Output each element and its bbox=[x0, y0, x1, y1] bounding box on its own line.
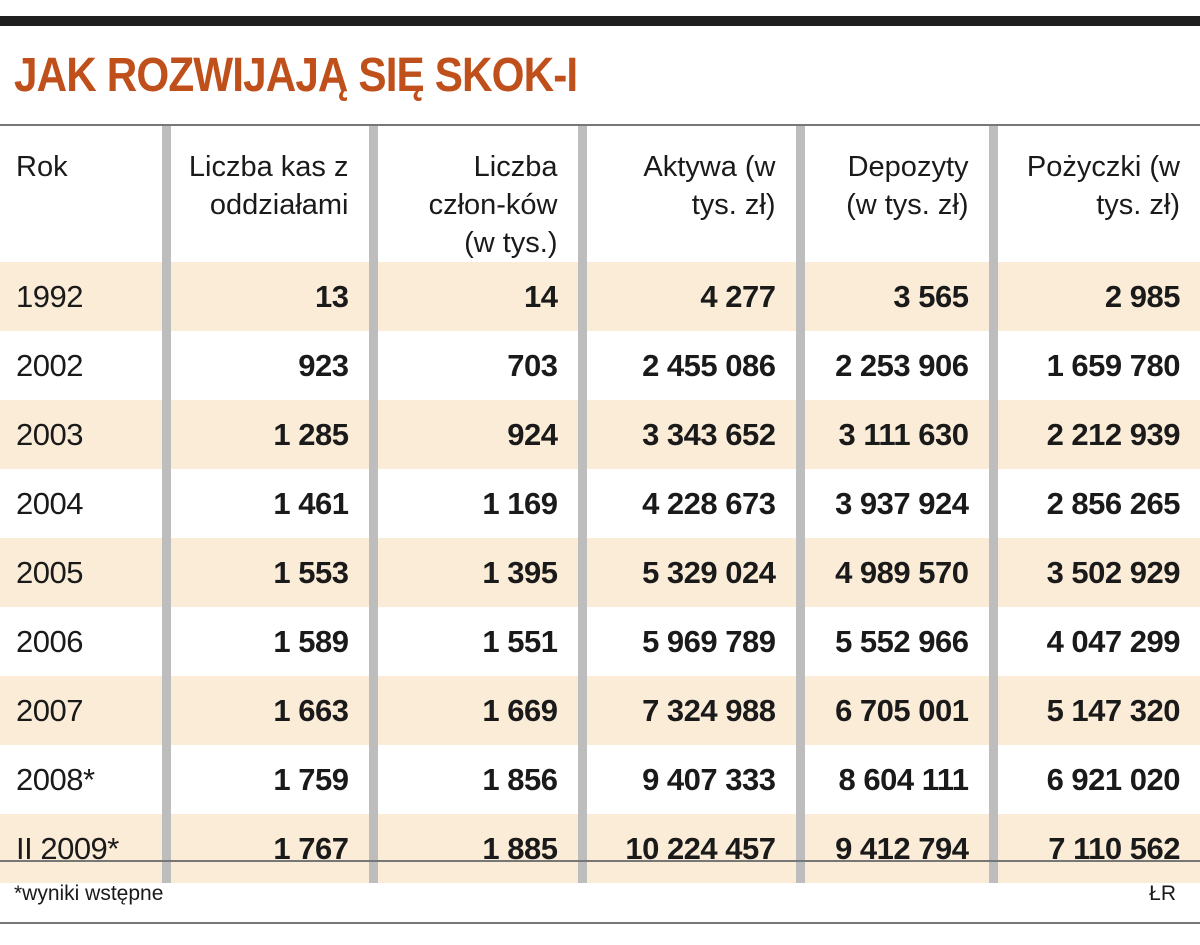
cell-liczba-czlonkow: 1 169 bbox=[368, 469, 582, 538]
header-liczba-kas-label: Liczba kas z oddziałami bbox=[188, 151, 349, 221]
data-table-container: Rok Liczba kas z oddziałami Liczba człon… bbox=[0, 124, 1200, 883]
table-row: 2004 1 461 1 169 4 228 673 3 937 924 2 856 26… bbox=[0, 469, 1200, 538]
cell-depozyty: 3 937 924 bbox=[795, 469, 993, 538]
cell-liczba-czlonkow: 1 885 bbox=[368, 814, 582, 883]
header-aktywa-label: Aktywa (w tys. zł) bbox=[643, 151, 776, 221]
table-row: 1992 13 14 4 277 3 565 2 985 bbox=[0, 262, 1200, 331]
header-pozyczki: Pożyczki (w tys. zł) bbox=[988, 126, 1200, 262]
cell-liczba-czlonkow: 924 bbox=[368, 400, 582, 469]
table-header-row: Rok Liczba kas z oddziałami Liczba człon… bbox=[0, 126, 1200, 262]
table-body: 1992 13 14 4 277 3 565 2 985 2002 923 703 2 455 0… bbox=[0, 262, 1200, 883]
cell-aktywa: 5 329 024 bbox=[577, 538, 800, 607]
cell-liczba-czlonkow: 703 bbox=[368, 331, 582, 400]
table-row: II 2009* 1 767 1 885 10 224 457 9 412 794 7 1… bbox=[0, 814, 1200, 883]
header-liczba-czlonkow-label: Liczba człon-ków (w tys.) bbox=[428, 151, 558, 259]
cell-depozyty: 2 253 906 bbox=[795, 331, 993, 400]
cell-rok: 2005 bbox=[0, 538, 166, 607]
cell-depozyty: 5 552 966 bbox=[795, 607, 993, 676]
cell-rok: 2007 bbox=[0, 676, 166, 745]
cell-depozyty: 9 412 794 bbox=[795, 814, 993, 883]
table-row: 2008* 1 759 1 856 9 407 333 8 604 111 6 921 0… bbox=[0, 745, 1200, 814]
cell-pozyczki: 5 147 320 bbox=[988, 676, 1200, 745]
cell-liczba-kas: 1 663 bbox=[161, 676, 373, 745]
cell-rok: II 2009* bbox=[0, 814, 166, 883]
cell-rok: 2006 bbox=[0, 607, 166, 676]
cell-aktywa: 10 224 457 bbox=[577, 814, 800, 883]
bottom-rule bbox=[0, 922, 1200, 924]
cell-pozyczki: 6 921 020 bbox=[988, 745, 1200, 814]
cell-aktywa: 7 324 988 bbox=[577, 676, 800, 745]
cell-aktywa: 4 277 bbox=[577, 262, 800, 331]
cell-liczba-kas: 923 bbox=[161, 331, 373, 400]
footer-rule bbox=[0, 860, 1200, 862]
cell-liczba-kas: 1 461 bbox=[161, 469, 373, 538]
cell-depozyty: 8 604 111 bbox=[795, 745, 993, 814]
cell-aktywa: 3 343 652 bbox=[577, 400, 800, 469]
cell-liczba-kas: 1 553 bbox=[161, 538, 373, 607]
cell-rok: 2002 bbox=[0, 331, 166, 400]
table-row: 2006 1 589 1 551 5 969 789 5 552 966 4 047 29… bbox=[0, 607, 1200, 676]
table-row: 2003 1 285 924 3 343 652 3 111 630 2 212 939 bbox=[0, 400, 1200, 469]
header-depozyty-label: Depozyty (w tys. zł) bbox=[846, 151, 969, 221]
footnote: *wyniki wstępne bbox=[14, 882, 164, 905]
header-depozyty: Depozyty (w tys. zł) bbox=[795, 126, 993, 262]
cell-pozyczki: 2 212 939 bbox=[988, 400, 1200, 469]
chart-title: JAK ROZWIJAJĄ SIĘ SKOK-I bbox=[14, 49, 578, 102]
header-aktywa: Aktywa (w tys. zł) bbox=[577, 126, 800, 262]
cell-liczba-kas: 1 767 bbox=[161, 814, 373, 883]
cell-aktywa: 4 228 673 bbox=[577, 469, 800, 538]
table-row: 2007 1 663 1 669 7 324 988 6 705 001 5 147 32… bbox=[0, 676, 1200, 745]
cell-liczba-czlonkow: 14 bbox=[368, 262, 582, 331]
cell-rok: 2004 bbox=[0, 469, 166, 538]
cell-aktywa: 2 455 086 bbox=[577, 331, 800, 400]
cell-liczba-czlonkow: 1 669 bbox=[368, 676, 582, 745]
cell-pozyczki: 1 659 780 bbox=[988, 331, 1200, 400]
cell-pozyczki: 7 110 562 bbox=[988, 814, 1200, 883]
cell-depozyty: 4 989 570 bbox=[795, 538, 993, 607]
cell-liczba-kas: 1 759 bbox=[161, 745, 373, 814]
table-row: 2005 1 553 1 395 5 329 024 4 989 570 3 502 92… bbox=[0, 538, 1200, 607]
table-row: 2002 923 703 2 455 086 2 253 906 1 659 780 bbox=[0, 331, 1200, 400]
cell-depozyty: 3 111 630 bbox=[795, 400, 993, 469]
header-pozyczki-label: Pożyczki (w tys. zł) bbox=[1026, 151, 1180, 221]
cell-rok: 2003 bbox=[0, 400, 166, 469]
cell-aktywa: 5 969 789 bbox=[577, 607, 800, 676]
cell-liczba-czlonkow: 1 395 bbox=[368, 538, 582, 607]
cell-liczba-kas: 13 bbox=[161, 262, 373, 331]
cell-pozyczki: 2 856 265 bbox=[988, 469, 1200, 538]
cell-liczba-czlonkow: 1 856 bbox=[368, 745, 582, 814]
top-rule bbox=[0, 16, 1200, 26]
cell-depozyty: 3 565 bbox=[795, 262, 993, 331]
cell-aktywa: 9 407 333 bbox=[577, 745, 800, 814]
cell-liczba-kas: 1 589 bbox=[161, 607, 373, 676]
credit: ŁR bbox=[1149, 882, 1176, 905]
header-liczba-czlonkow: Liczba człon-ków (w tys.) bbox=[368, 126, 582, 262]
cell-rok: 1992 bbox=[0, 262, 166, 331]
cell-rok: 2008* bbox=[0, 745, 166, 814]
cell-liczba-kas: 1 285 bbox=[161, 400, 373, 469]
header-rok: Rok bbox=[16, 151, 68, 183]
cell-pozyczki: 4 047 299 bbox=[988, 607, 1200, 676]
cell-liczba-czlonkow: 1 551 bbox=[368, 607, 582, 676]
cell-depozyty: 6 705 001 bbox=[795, 676, 993, 745]
data-table: Rok Liczba kas z oddziałami Liczba człon… bbox=[0, 126, 1200, 883]
cell-pozyczki: 3 502 929 bbox=[988, 538, 1200, 607]
header-liczba-kas: Liczba kas z oddziałami bbox=[161, 126, 373, 262]
cell-pozyczki: 2 985 bbox=[988, 262, 1200, 331]
